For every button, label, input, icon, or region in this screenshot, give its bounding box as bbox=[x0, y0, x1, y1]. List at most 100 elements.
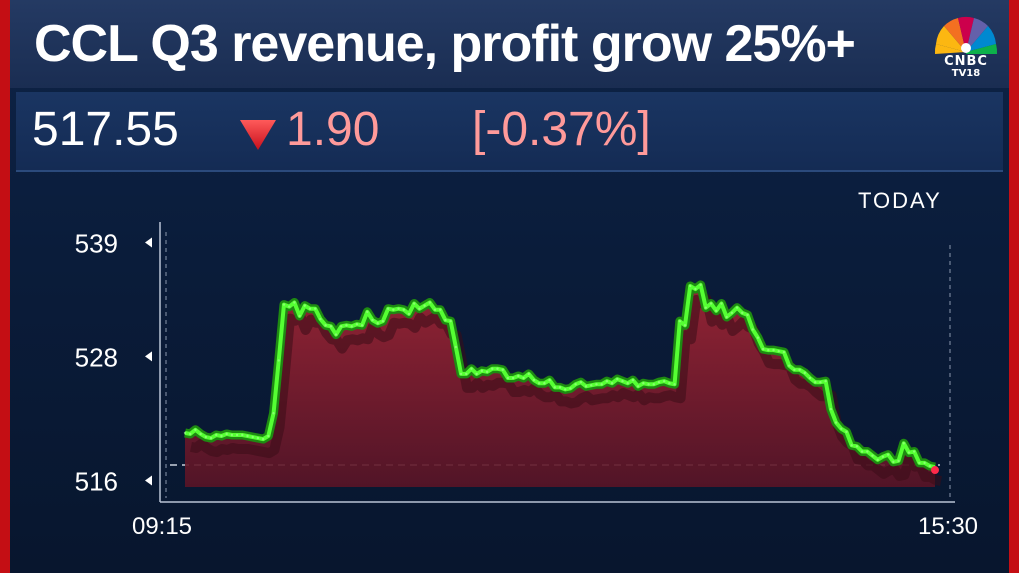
data-point bbox=[662, 379, 666, 383]
data-point bbox=[803, 371, 806, 375]
data-point bbox=[371, 318, 374, 322]
data-point bbox=[636, 385, 640, 388]
data-point bbox=[480, 369, 484, 373]
data-point bbox=[616, 377, 619, 381]
data-point bbox=[866, 450, 869, 453]
data-point bbox=[511, 376, 515, 380]
quote-bar: 517.55 1.90 [-0.37%] bbox=[16, 92, 1003, 172]
data-point bbox=[548, 378, 551, 382]
data-point bbox=[423, 304, 426, 307]
data-point bbox=[902, 442, 905, 445]
y-tick-label: 516 bbox=[75, 467, 118, 497]
data-point bbox=[610, 382, 614, 385]
data-point bbox=[735, 306, 739, 309]
data-point bbox=[225, 432, 228, 436]
data-point bbox=[334, 333, 338, 336]
data-point bbox=[668, 382, 671, 385]
data-point bbox=[230, 433, 234, 437]
data-point bbox=[767, 348, 770, 352]
data-point bbox=[845, 430, 848, 434]
data-point bbox=[272, 412, 275, 415]
data-point bbox=[261, 437, 265, 441]
data-point bbox=[501, 368, 504, 371]
data-point bbox=[537, 382, 541, 385]
data-point bbox=[449, 319, 452, 323]
data-point bbox=[470, 367, 473, 370]
data-point bbox=[407, 312, 411, 316]
data-point bbox=[928, 464, 931, 468]
price-change-percent: [-0.37%] bbox=[472, 103, 651, 156]
data-point bbox=[522, 376, 525, 380]
peacock-icon bbox=[934, 16, 998, 54]
data-point bbox=[814, 380, 817, 384]
data-point bbox=[308, 307, 312, 310]
data-point bbox=[527, 372, 530, 376]
data-point bbox=[751, 328, 754, 331]
data-point bbox=[381, 319, 385, 323]
data-point bbox=[360, 324, 364, 327]
data-point bbox=[715, 309, 718, 312]
data-point bbox=[235, 433, 239, 437]
data-point bbox=[699, 283, 702, 287]
data-point bbox=[543, 382, 546, 385]
chart-tick-labels: 539 528 516 09:15 15:30 bbox=[75, 228, 978, 540]
data-point bbox=[402, 308, 405, 311]
y-tick-arrow bbox=[145, 475, 152, 486]
data-point bbox=[756, 336, 760, 339]
data-point bbox=[605, 379, 609, 383]
data-point bbox=[595, 383, 598, 386]
data-point bbox=[621, 379, 624, 383]
data-point bbox=[824, 379, 827, 383]
data-point bbox=[730, 311, 734, 315]
data-point bbox=[491, 367, 494, 370]
data-point bbox=[886, 453, 890, 456]
logo-line1: CNBC bbox=[944, 54, 988, 69]
headline: CCL Q3 revenue, profit grow 25%+ bbox=[34, 15, 856, 73]
data-point bbox=[444, 318, 447, 322]
data-point bbox=[579, 380, 583, 384]
data-point bbox=[314, 307, 317, 310]
data-point bbox=[345, 324, 348, 327]
y-tick-arrow bbox=[145, 237, 152, 248]
data-point bbox=[532, 378, 536, 382]
data-point bbox=[876, 458, 879, 462]
data-point bbox=[912, 450, 916, 453]
data-point bbox=[855, 445, 859, 448]
data-point bbox=[892, 460, 895, 464]
data-point bbox=[418, 307, 421, 310]
data-point bbox=[642, 382, 645, 385]
data-point bbox=[829, 407, 833, 411]
data-point bbox=[350, 325, 353, 328]
data-point bbox=[574, 383, 577, 386]
data-point bbox=[725, 315, 728, 319]
data-point bbox=[506, 376, 510, 380]
data-point bbox=[329, 325, 333, 328]
period-label: TODAY bbox=[858, 188, 942, 213]
data-point bbox=[303, 304, 306, 307]
channel-logo: CNBC TV18 bbox=[926, 12, 1006, 82]
data-point bbox=[746, 313, 749, 317]
data-point bbox=[907, 451, 911, 454]
data-point bbox=[319, 317, 322, 321]
data-point bbox=[412, 302, 416, 305]
data-point bbox=[496, 367, 499, 370]
data-point bbox=[183, 431, 187, 435]
data-point bbox=[678, 319, 681, 323]
data-point bbox=[860, 450, 864, 453]
data-point bbox=[787, 364, 791, 367]
data-point bbox=[209, 436, 213, 440]
data-point bbox=[256, 436, 260, 440]
data-point bbox=[241, 433, 244, 437]
y-tick-arrow bbox=[145, 351, 152, 362]
data-point bbox=[517, 374, 520, 378]
data-point bbox=[433, 308, 437, 311]
data-point bbox=[741, 311, 744, 315]
data-point bbox=[673, 383, 676, 386]
data-point bbox=[215, 433, 218, 437]
data-point bbox=[454, 345, 458, 349]
data-point bbox=[793, 368, 796, 371]
data-point bbox=[808, 376, 812, 380]
data-point bbox=[600, 383, 603, 386]
data-point bbox=[246, 434, 249, 438]
